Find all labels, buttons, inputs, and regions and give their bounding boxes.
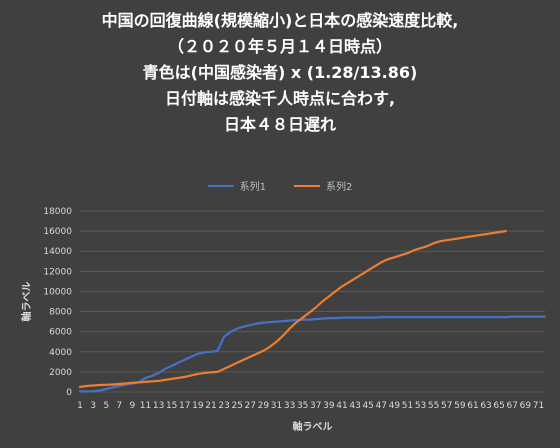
legend-swatch-series1 xyxy=(207,184,234,187)
x-tick-label: 49 xyxy=(389,401,401,411)
title-line-2: （２０２０年５月１４日時点） xyxy=(167,37,392,56)
legend-item-series1[interactable]: 系列1 xyxy=(207,178,266,193)
x-tick-label: 69 xyxy=(520,401,532,411)
title-line-1: 中国の回復曲線(規模縮小)と日本の感染速度比較, xyxy=(101,11,459,30)
series-line-1 xyxy=(78,315,547,393)
chart-legend: 系列1 系列2 xyxy=(0,178,560,193)
x-tick-label: 31 xyxy=(271,401,282,411)
y-tick-label: 6000 xyxy=(49,328,72,338)
y-axis-title: 軸ラベル xyxy=(20,282,33,322)
x-tick-label: 67 xyxy=(507,401,518,411)
x-tick-label: 7 xyxy=(116,401,122,411)
x-tick-label: 1 xyxy=(77,401,83,411)
x-tick-label: 13 xyxy=(153,401,164,411)
x-tick-label: 5 xyxy=(103,401,109,411)
legend-label-series1: 系列1 xyxy=(239,182,266,193)
x-tick-label: 57 xyxy=(441,401,452,411)
title-line-5: 日本４８日遅れ xyxy=(223,115,336,134)
x-tick-label: 23 xyxy=(218,401,229,411)
series-line-2 xyxy=(78,230,507,389)
x-tick-label: 9 xyxy=(130,401,136,411)
x-tick-label: 55 xyxy=(428,401,439,411)
legend-label-series2: 系列2 xyxy=(326,182,353,193)
x-tick-label: 21 xyxy=(205,401,216,411)
y-tick-label: 8000 xyxy=(49,308,72,318)
y-tick-label: 0 xyxy=(66,388,72,398)
chart-title: 中国の回復曲線(規模縮小)と日本の感染速度比較, （２０２０年５月１４日時点） … xyxy=(0,8,560,138)
x-tick-label: 63 xyxy=(480,401,491,411)
y-tick-label: 10000 xyxy=(43,287,72,297)
x-tick-label: 71 xyxy=(533,401,544,411)
x-tick-label: 53 xyxy=(415,401,426,411)
x-tick-label: 17 xyxy=(179,401,190,411)
x-tick-label: 15 xyxy=(166,401,177,411)
x-tick-label: 39 xyxy=(323,401,335,411)
y-tick-label: 12000 xyxy=(43,267,72,277)
x-tick-label: 59 xyxy=(454,401,466,411)
title-line-4: 日付軸は感染千人時点に合わす, xyxy=(164,89,396,108)
x-tick-label: 65 xyxy=(493,401,504,411)
x-tick-label: 33 xyxy=(284,401,295,411)
x-tick-label: 51 xyxy=(402,401,413,411)
x-axis-title: 軸ラベル xyxy=(293,420,333,433)
y-tick-label: 18000 xyxy=(43,207,72,217)
x-tick-label: 61 xyxy=(467,401,478,411)
x-tick-label: 35 xyxy=(297,401,308,411)
x-tick-label: 3 xyxy=(90,401,96,411)
x-tick-label: 11 xyxy=(140,401,151,411)
legend-item-series2[interactable]: 系列2 xyxy=(294,178,352,193)
x-tick-label: 25 xyxy=(231,401,242,411)
y-tick-label: 2000 xyxy=(49,368,72,378)
y-tick-label: 14000 xyxy=(43,247,72,257)
legend-swatch-series2 xyxy=(294,184,320,187)
x-tick-label: 45 xyxy=(362,401,373,411)
x-tick-label: 37 xyxy=(310,401,321,411)
y-tick-label: 16000 xyxy=(43,227,72,237)
x-tick-label: 27 xyxy=(245,401,256,411)
x-tick-label: 29 xyxy=(258,401,270,411)
x-tick-label: 19 xyxy=(192,401,204,411)
title-line-3: 青色は(中国感染者) x (1.28/13.86) xyxy=(142,63,418,82)
x-tick-label: 41 xyxy=(336,401,347,411)
x-tick-label: 43 xyxy=(349,401,360,411)
y-tick-label: 4000 xyxy=(49,348,72,358)
x-tick-label: 47 xyxy=(376,401,387,411)
